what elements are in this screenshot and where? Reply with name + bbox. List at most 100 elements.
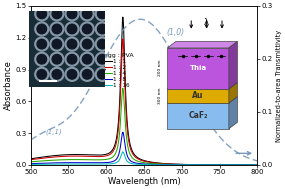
Circle shape (65, 52, 79, 66)
Y-axis label: Absorbance: Absorbance (3, 60, 13, 110)
Circle shape (35, 7, 49, 21)
Circle shape (50, 7, 64, 21)
1 : 8: (552, 0.0217): 8: (552, 0.0217) (68, 162, 72, 164)
Circle shape (97, 70, 107, 79)
1 : 2: (800, 0.000448): 2: (800, 0.000448) (256, 164, 259, 166)
1 : 4: (500, 0.0303): 4: (500, 0.0303) (29, 161, 32, 163)
Circle shape (80, 67, 94, 81)
1 : 2: (500, 0.0498): 2: (500, 0.0498) (29, 159, 32, 161)
Text: CaF₂: CaF₂ (188, 111, 208, 120)
1 : 1: (552, 0.0977): 1: (552, 0.0977) (68, 153, 72, 156)
1 : 1: (762, 0.000925): 1: (762, 0.000925) (227, 164, 230, 166)
Circle shape (37, 9, 46, 19)
1 : 16: (534, 0.00801): 16: (534, 0.00801) (55, 163, 58, 165)
Circle shape (52, 39, 62, 49)
Circle shape (95, 37, 109, 51)
1 : 4: (628, 0.192): 4: (628, 0.192) (126, 143, 129, 146)
1 : 16: (800, 4.68e-05): 16: (800, 4.68e-05) (256, 164, 259, 166)
Circle shape (50, 37, 64, 51)
Text: (1,0): (1,0) (167, 28, 185, 37)
Circle shape (82, 9, 92, 19)
Text: Thia: Thia (190, 65, 207, 71)
1 : 4: (762, 0.000479): 4: (762, 0.000479) (227, 164, 230, 166)
Circle shape (80, 37, 94, 51)
Circle shape (65, 22, 79, 36)
Polygon shape (167, 97, 237, 103)
1 : 4: (794, 0.000293): 4: (794, 0.000293) (251, 164, 255, 166)
Circle shape (67, 39, 77, 49)
1 : 2: (628, 0.315): 2: (628, 0.315) (126, 130, 129, 133)
1 : 4: (552, 0.0507): 4: (552, 0.0507) (68, 158, 72, 161)
Circle shape (65, 67, 79, 81)
1 : 4: (622, 0.723): 4: (622, 0.723) (121, 87, 125, 89)
1 : 1: (794, 0.000565): 1: (794, 0.000565) (251, 164, 255, 166)
Polygon shape (167, 83, 237, 89)
1 : 1: (628, 0.37): 1: (628, 0.37) (126, 125, 129, 127)
1 : 16: (552, 0.00869): 16: (552, 0.00869) (68, 163, 72, 165)
Bar (167, 103, 229, 129)
1 : 16: (628, 0.0329): 16: (628, 0.0329) (126, 160, 129, 163)
Circle shape (50, 52, 64, 66)
Circle shape (37, 24, 46, 34)
Circle shape (37, 39, 46, 49)
1 : 1: (622, 1.39): 1: (622, 1.39) (121, 16, 125, 18)
Circle shape (52, 54, 62, 64)
Line: 1 : 8: 1 : 8 (31, 132, 257, 165)
1 : 4: (615, 0.168): 4: (615, 0.168) (116, 146, 119, 148)
Text: 200 nm: 200 nm (158, 60, 162, 76)
Text: (1,1): (1,1) (45, 128, 62, 135)
1 : 8: (628, 0.0822): 8: (628, 0.0822) (126, 155, 129, 157)
Circle shape (80, 52, 94, 66)
1 : 2: (552, 0.0833): 2: (552, 0.0833) (68, 155, 72, 157)
1 : 8: (794, 0.000126): 8: (794, 0.000126) (251, 164, 255, 166)
Circle shape (67, 54, 77, 64)
Bar (167, 89, 229, 103)
1 : 16: (500, 0.00519): 16: (500, 0.00519) (29, 163, 32, 166)
Y-axis label: Normalized-to-area Transmittivity: Normalized-to-area Transmittivity (276, 29, 282, 142)
Circle shape (35, 22, 49, 36)
1 : 2: (615, 0.276): 2: (615, 0.276) (116, 135, 119, 137)
Circle shape (35, 37, 49, 51)
Text: λ: λ (204, 18, 209, 27)
Circle shape (52, 70, 62, 79)
Circle shape (95, 22, 109, 36)
Circle shape (67, 9, 77, 19)
1 : 4: (534, 0.0467): 4: (534, 0.0467) (55, 159, 58, 161)
1 : 4: (800, 0.000273): 4: (800, 0.000273) (256, 164, 259, 166)
Legend: 1 : 1, 1 : 2, 1 : 4, 1 : 8, 1 : 16: 1 : 1, 1 : 2, 1 : 4, 1 : 8, 1 : 16 (98, 51, 135, 89)
Circle shape (82, 24, 92, 34)
1 : 8: (534, 0.02): 8: (534, 0.02) (55, 162, 58, 164)
Circle shape (50, 22, 64, 36)
Line: 1 : 1: 1 : 1 (31, 17, 257, 165)
Line: 1 : 4: 1 : 4 (31, 88, 257, 165)
1 : 16: (794, 5.02e-05): 16: (794, 5.02e-05) (251, 164, 255, 166)
1 : 1: (800, 0.000526): 1: (800, 0.000526) (256, 164, 259, 166)
1 : 2: (622, 1.19): 2: (622, 1.19) (121, 38, 125, 40)
1 : 8: (615, 0.0721): 8: (615, 0.0721) (116, 156, 119, 158)
Circle shape (82, 70, 92, 79)
Text: Au: Au (192, 91, 204, 101)
1 : 2: (794, 0.000481): 2: (794, 0.000481) (251, 164, 255, 166)
Circle shape (65, 37, 79, 51)
Circle shape (35, 52, 49, 66)
Circle shape (37, 54, 46, 64)
Circle shape (52, 9, 62, 19)
Circle shape (97, 9, 107, 19)
Circle shape (80, 22, 94, 36)
1 : 8: (500, 0.013): 8: (500, 0.013) (29, 163, 32, 165)
Circle shape (65, 7, 79, 21)
X-axis label: Wavelength (nm): Wavelength (nm) (108, 177, 180, 186)
Circle shape (82, 39, 92, 49)
Circle shape (37, 70, 46, 79)
Circle shape (97, 24, 107, 34)
1 : 2: (534, 0.0768): 2: (534, 0.0768) (55, 156, 58, 158)
Line: 1 : 16: 1 : 16 (31, 152, 257, 165)
Line: 1 : 2: 1 : 2 (31, 39, 257, 165)
Circle shape (67, 24, 77, 34)
Circle shape (97, 54, 107, 64)
Circle shape (95, 52, 109, 66)
1 : 8: (622, 0.31): 8: (622, 0.31) (121, 131, 125, 133)
Polygon shape (229, 42, 237, 89)
1 : 1: (615, 0.324): 1: (615, 0.324) (116, 129, 119, 132)
1 : 8: (762, 0.000205): 8: (762, 0.000205) (227, 164, 230, 166)
